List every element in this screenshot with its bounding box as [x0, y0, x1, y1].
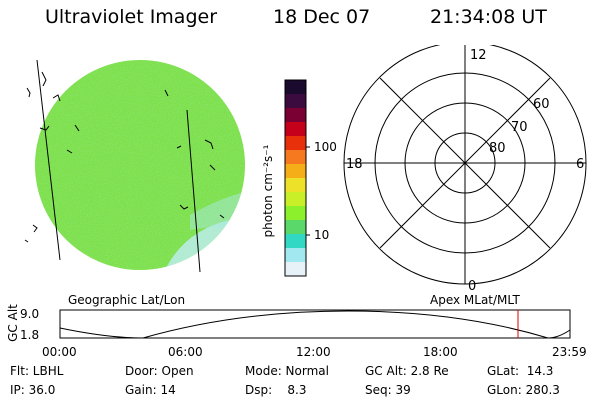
meridian-line-left — [36, 59, 61, 261]
colorbar-cell — [285, 234, 306, 249]
mlt-label-bottom: 0 — [468, 279, 476, 294]
info-glon: GLon: 280.3 — [487, 383, 560, 397]
colorbar-cell — [285, 262, 306, 277]
altitude-curve — [59, 310, 571, 339]
meridian-line-right — [186, 109, 201, 273]
timeline-ylabel: GC Alt — [6, 304, 20, 342]
polar-panel-label: Apex MLat/MLT — [430, 293, 520, 307]
info-sequence: Seq: 39 — [365, 383, 411, 397]
observation-date: 18 Dec 07 — [273, 6, 371, 28]
info-glat: GLat: 14.3 — [487, 364, 554, 378]
mlat-label-60: 60 — [533, 97, 550, 112]
colorbar-cell — [285, 248, 306, 263]
colorbar-cell — [285, 94, 306, 109]
info-mode: Mode: Normal — [245, 364, 329, 378]
colorbar — [284, 79, 310, 277]
colorbar-cell — [285, 80, 306, 95]
timeline-xtick-1: 06:00 — [168, 345, 203, 359]
info-dsp: Dsp: 8.3 — [245, 383, 307, 397]
mlt-label-left: 18 — [346, 157, 363, 172]
geographic-image-panel — [24, 59, 245, 273]
info-ip: IP: 36.0 — [10, 383, 56, 397]
info-filter: Flt: LBHL — [10, 364, 64, 378]
observation-time: 21:34:08 UT — [430, 6, 547, 28]
info-gain: Gain: 14 — [125, 383, 176, 397]
info-gc-altitude: GC Alt: 2.8 Re — [365, 364, 449, 378]
instrument-title: Ultraviolet Imager — [45, 6, 218, 28]
colorbar-tick-10: 10 — [314, 228, 330, 242]
timeline-ytick-high: 9.0 — [20, 307, 40, 321]
timeline-xtick-2: 12:00 — [296, 345, 331, 359]
timeline-xtick-0: 00:00 — [42, 345, 77, 359]
colorbar-cell — [285, 220, 306, 235]
mlt-label-top: 12 — [470, 48, 487, 63]
timeline-xtick-3: 18:00 — [423, 345, 458, 359]
mlat-label-80: 80 — [489, 141, 506, 156]
polar-grid-panel: 12 6 0 18 60 70 80 — [343, 45, 587, 294]
mlat-label-70: 70 — [511, 120, 528, 135]
colorbar-cell — [285, 164, 306, 179]
info-door: Door: Open — [125, 364, 194, 378]
timeline-xtick-4: 23:59 — [552, 345, 587, 359]
colorbar-unit-label: photon cm⁻²s⁻¹ — [261, 144, 275, 238]
colorbar-cell — [285, 122, 306, 137]
polar-diagonal-2 — [379, 77, 551, 249]
colorbar-cell — [285, 178, 306, 193]
colorbar-tick-100: 100 — [314, 140, 337, 154]
timeline-ytick-low: 1.8 — [20, 328, 40, 342]
colorbar-cell — [285, 108, 306, 123]
mlt-label-right: 6 — [576, 157, 584, 172]
altitude-timeline — [59, 309, 571, 339]
colorbar-gradient — [285, 80, 306, 277]
colorbar-cell — [285, 192, 306, 207]
colorbar-cell — [285, 136, 306, 151]
coastline-fragments — [24, 71, 225, 243]
geographic-panel-label: Geographic Lat/Lon — [68, 293, 186, 307]
colorbar-cell — [285, 150, 306, 165]
colorbar-cell — [285, 206, 306, 221]
